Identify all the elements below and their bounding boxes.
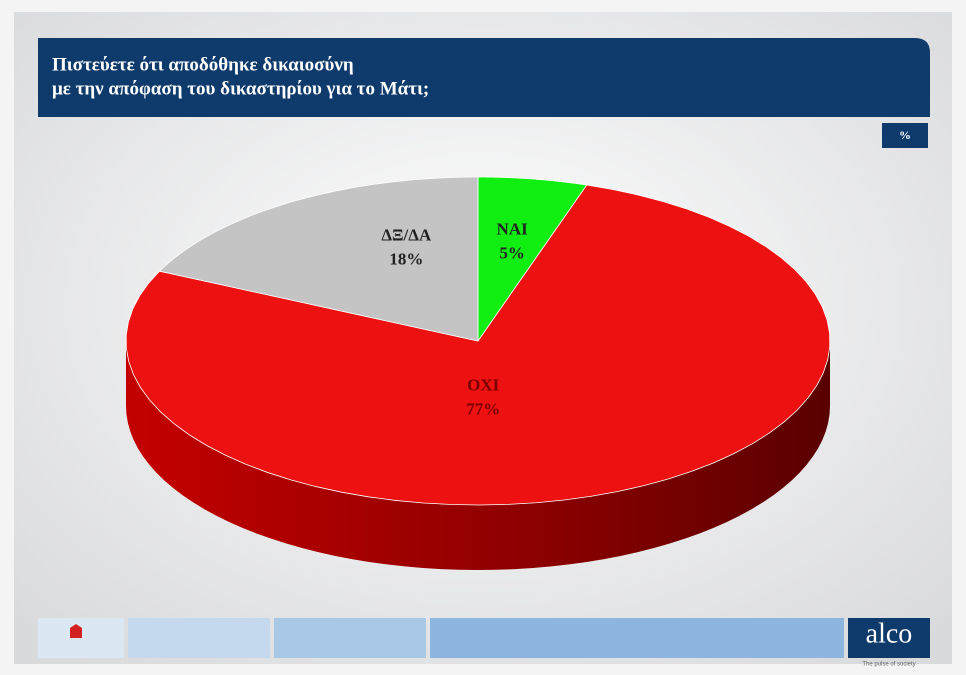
slice-label: ΝΑΙ xyxy=(497,219,529,238)
unit-label: % xyxy=(899,128,911,142)
slice-label: ΔΞ/ΔΑ xyxy=(381,226,432,245)
unit-box xyxy=(882,123,928,148)
slice-value: 5% xyxy=(499,243,525,262)
tagline: The pulse of society xyxy=(862,662,915,668)
slice-label: ΟΧΙ xyxy=(467,375,500,394)
logo-icon xyxy=(70,624,82,638)
slice xyxy=(158,176,479,342)
slice-value: 77% xyxy=(466,399,500,418)
brand: alco xyxy=(866,618,913,649)
footer-box xyxy=(274,618,426,658)
title-banner xyxy=(38,38,930,117)
slice-side xyxy=(126,341,830,570)
footer-box xyxy=(128,618,270,658)
pie: ΝΑΙ 5% ΟΧΙ 77% ΔΞ/ΔΑ 18% xyxy=(125,176,831,570)
slice xyxy=(125,184,831,506)
chart-title: με την απόφαση του δικαστηρίου για το Μά… xyxy=(52,78,429,99)
brand-box xyxy=(848,618,930,658)
slice-value: 18% xyxy=(389,250,423,269)
footer-box xyxy=(430,618,844,658)
chart-title: Πιστεύετε ότι αποδόθηκε δικαιοσύνη xyxy=(52,54,354,75)
slice xyxy=(477,176,588,343)
